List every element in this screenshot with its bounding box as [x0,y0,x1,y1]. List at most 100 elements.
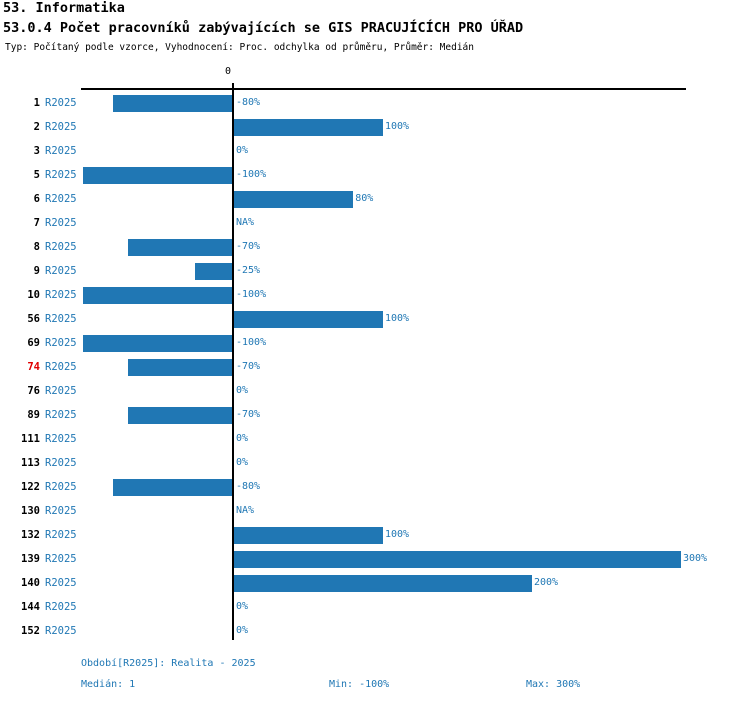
bar-value-label: 100% [385,529,410,540]
table-row[interactable]: 5 R2025 -100% [34,164,686,188]
row-index: 3 [33,145,40,157]
bar [234,551,681,568]
bar [112,95,232,112]
row-index: 8 [33,241,40,253]
bar [83,167,232,184]
bar-value-label: 0% [236,457,249,468]
bar [234,311,383,328]
bar [83,335,232,352]
row-index: 140 [21,577,40,589]
row-series-label: R2025 [45,145,77,157]
bar-value-label: -100% [236,337,267,348]
row-index: 89 [27,409,40,421]
row-index: 122 [21,481,40,493]
bar [234,191,354,208]
zero-axis-label: 0 [225,66,232,77]
bar [234,119,383,136]
row-series-label: R2025 [45,169,77,181]
row-index: 7 [33,217,40,229]
bar [194,263,232,280]
row-index: 2 [33,121,40,133]
zero-axis-line [232,83,234,640]
table-row[interactable]: 113 R2025 0% [21,452,686,476]
row-index: 152 [21,625,40,637]
row-index: 1 [33,97,40,109]
table-row[interactable]: 122 R2025 -80% [21,476,686,500]
row-series-label: R2025 [45,313,77,325]
bar-value-label: 0% [236,601,249,612]
table-row[interactable]: 8 R2025 -70% [34,236,686,260]
row-series-label: R2025 [45,625,77,637]
row-series-label: R2025 [45,289,77,301]
summary-stats: Medián: 1 Min: -100% Max: 300% [81,679,661,695]
bar-value-label: -80% [236,481,261,492]
row-series-label: R2025 [45,433,77,445]
bar [127,239,232,256]
table-row[interactable]: 139 R2025 300% [21,548,707,572]
row-series-label: R2025 [45,601,77,613]
bar [234,575,532,592]
bar-value-label: 100% [385,121,410,132]
row-series-label: R2025 [45,337,77,349]
row-index: 130 [21,505,40,517]
row-series-label: R2025 [45,385,77,397]
bar-value-label: 0% [236,625,249,636]
bar [83,287,232,304]
table-row[interactable]: 3 R2025 0% [34,140,686,164]
page-title: 53.0.4 Počet pracovníků zabývajících se … [3,20,524,36]
row-index: 74 [27,361,40,373]
max-stat: Max: 300% [526,679,581,690]
bar-value-label: -80% [236,97,261,108]
table-row[interactable]: 69 R2025 -100% [27,332,686,356]
bar [112,479,232,496]
bar-value-label: NA% [236,505,255,516]
row-series-label: R2025 [45,265,77,277]
table-row[interactable]: 111 R2025 0% [21,428,686,452]
row-index: 76 [27,385,40,397]
table-row[interactable]: 56 R2025 100% [27,308,686,332]
table-row[interactable]: 9 R2025 -25% [34,260,686,284]
row-index: 139 [21,553,40,565]
row-series-label: R2025 [45,577,77,589]
bar-value-label: 0% [236,385,249,396]
row-index: 56 [27,313,40,325]
row-series-label: R2025 [45,193,77,205]
row-series-label: R2025 [45,217,77,229]
bar-value-label: 0% [236,433,249,444]
page-subtitle: Typ: Počítaný podle vzorce, Vyhodnocení:… [5,42,474,53]
row-series-label: R2025 [45,97,77,109]
bar-value-label: 300% [683,553,708,564]
table-row[interactable]: 130 R2025 NA% [21,500,686,524]
row-series-label: R2025 [45,409,77,421]
row-series-label: R2025 [45,481,77,493]
bar-value-label: 80% [355,193,374,204]
row-index: 132 [21,529,40,541]
bar-value-label: -70% [236,409,261,420]
table-row[interactable]: 140 R2025 200% [21,572,686,596]
table-row[interactable]: 89 R2025 -70% [27,404,686,428]
bar-chart-plot: 0 1 R2025 -80% 2 R2025 100% 3 R2025 0% 5 R2025 -100… [21,66,707,644]
bar-value-label: -25% [236,265,261,276]
bar-value-label: -100% [236,289,267,300]
bar-value-label: 100% [385,313,410,324]
bar [127,407,232,424]
table-row[interactable]: 6 R2025 80% [34,188,686,212]
table-row[interactable]: 10 R2025 -100% [27,284,686,308]
row-series-label: R2025 [45,505,77,517]
table-row[interactable]: 74 R2025 -70% [27,356,686,380]
table-row[interactable]: 76 R2025 0% [27,380,686,404]
table-row[interactable]: 7 R2025 NA% [34,212,686,236]
bar [127,359,232,376]
table-row[interactable]: 132 R2025 100% [21,524,686,548]
row-index: 113 [21,457,40,469]
category-heading: 53. Informatika [3,0,125,16]
median-stat: Medián: 1 [81,679,136,690]
table-row[interactable]: 144 R2025 0% [21,596,686,620]
row-index: 9 [33,265,40,277]
table-row[interactable]: 152 R2025 0% [21,620,686,644]
row-index: 5 [33,169,40,181]
row-series-label: R2025 [45,241,77,253]
table-row[interactable]: 2 R2025 100% [34,116,686,140]
table-row[interactable]: 1 R2025 -80% [34,92,686,116]
